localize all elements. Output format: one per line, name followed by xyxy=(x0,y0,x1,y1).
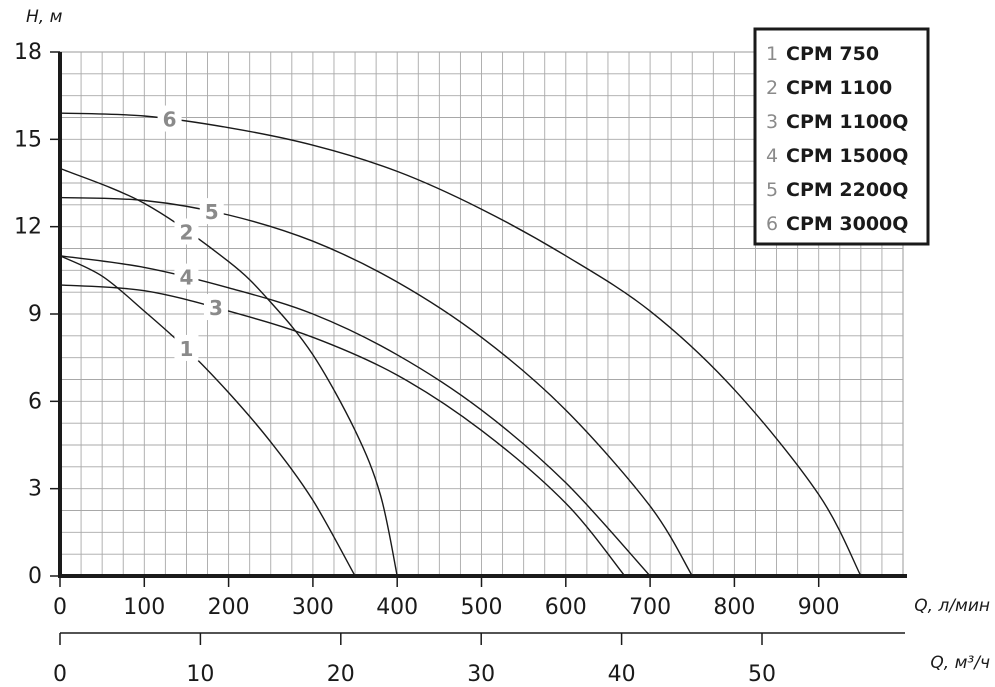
x-tick-label: 700 xyxy=(629,595,671,620)
curve-2 xyxy=(59,167,398,577)
x-tick-label: 100 xyxy=(123,595,165,620)
curve-5 xyxy=(59,196,693,577)
secondary-x-tick-label: 40 xyxy=(608,662,636,683)
secondary-x-tick-label: 10 xyxy=(186,662,214,683)
curve-6 xyxy=(59,112,862,577)
curve-label-2: 2 xyxy=(179,220,193,244)
y-tick-label: 0 xyxy=(28,564,42,589)
x-tick-label: 500 xyxy=(461,595,503,620)
curve-label-6: 6 xyxy=(163,108,177,132)
y-tick-label: 12 xyxy=(14,215,42,240)
x-axis-title: Q, л/мин xyxy=(914,596,990,616)
x-tick-label: 200 xyxy=(208,595,250,620)
x-tick-label: 300 xyxy=(292,595,334,620)
curve-label-3: 3 xyxy=(209,296,223,320)
curve-label-bg-6 xyxy=(157,105,182,132)
curve-label-bg-1 xyxy=(174,334,199,361)
x-tick-label: 400 xyxy=(376,595,418,620)
curve-1 xyxy=(59,255,356,577)
curve-label-1: 1 xyxy=(179,337,193,361)
secondary-x-tick-label: 0 xyxy=(53,662,67,683)
y-axis-title: H, м xyxy=(26,7,63,27)
curve-label-bg-4 xyxy=(174,263,199,290)
legend-entry-number: 6 xyxy=(766,213,778,235)
legend-entry-name: CPM 1500Q xyxy=(786,145,908,167)
curve-label-bg-3 xyxy=(203,294,228,321)
legend-entry-number: 1 xyxy=(766,43,778,65)
legend-entry-number: 2 xyxy=(766,77,778,99)
x-tick-label: 800 xyxy=(713,595,755,620)
legend-entry-name: CPM 2200Q xyxy=(786,179,908,201)
curve-label-bg-2 xyxy=(174,218,199,245)
y-tick-label: 9 xyxy=(28,302,42,327)
legend-entry-name: CPM 750 xyxy=(786,43,879,65)
y-tick-label: 6 xyxy=(28,389,42,414)
x-tick-label: 0 xyxy=(53,595,67,620)
curve-label-5: 5 xyxy=(205,200,219,224)
curve-label-4: 4 xyxy=(179,266,193,290)
y-tick-label: 15 xyxy=(14,127,42,152)
x-tick-label: 600 xyxy=(545,595,587,620)
secondary-x-tick-label: 30 xyxy=(467,662,495,683)
x-tick-label: 900 xyxy=(798,595,840,620)
legend-entry-number: 3 xyxy=(766,111,778,133)
curve-4 xyxy=(59,255,651,577)
y-tick-label: 3 xyxy=(28,477,42,502)
curve-3 xyxy=(59,284,626,577)
legend-entry-name: CPM 3000Q xyxy=(786,213,908,235)
secondary-x-tick-label: 20 xyxy=(327,662,355,683)
secondary-x-axis-title: Q, м³/ч xyxy=(930,653,990,673)
y-tick-label: 18 xyxy=(14,40,42,65)
legend-entry-number: 5 xyxy=(766,179,778,201)
legend-entry-name: CPM 1100Q xyxy=(786,111,908,133)
legend-entry-number: 4 xyxy=(766,145,778,167)
legend-entry-name: CPM 1100 xyxy=(786,77,892,99)
secondary-x-tick-label: 50 xyxy=(748,662,776,683)
legend-box xyxy=(753,27,930,246)
curve-label-bg-5 xyxy=(199,198,224,225)
